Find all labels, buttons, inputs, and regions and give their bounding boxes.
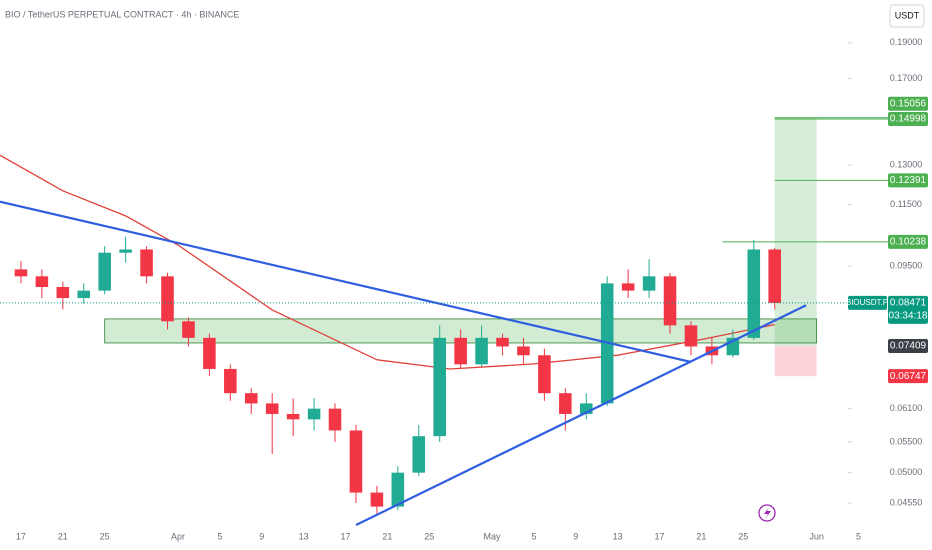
candle-body [517, 346, 530, 356]
x-tick-label: 9 [259, 531, 264, 541]
candle-body [559, 393, 572, 414]
x-tick-label: 17 [655, 531, 665, 541]
candle-body [433, 337, 446, 437]
target-label: 0.12391 [890, 175, 927, 186]
target-badge [888, 96, 928, 111]
y-tick-label: 0.05000 [890, 467, 923, 477]
entry-badge [888, 339, 928, 354]
candle-body [56, 286, 70, 299]
x-tick-label: 17 [16, 531, 26, 541]
currency-label[interactable]: USDT [895, 10, 920, 20]
target-label: 0.15056 [890, 98, 927, 109]
x-tick-label: 13 [613, 531, 623, 541]
x-tick-label: Apr [171, 531, 185, 541]
x-tick-label: 21 [696, 531, 706, 541]
y-tick-label: 0.11500 [890, 199, 922, 209]
chart-title: BIO / TetherUS PERPETUAL CONTRACT · 4h ·… [5, 9, 239, 19]
candle-body [98, 252, 111, 291]
x-tick-label: 17 [340, 531, 350, 541]
y-tick-label: 0.06100 [890, 403, 923, 413]
loss-box [774, 346, 817, 377]
candle-body [684, 325, 698, 347]
x-tick-label: 5 [217, 531, 222, 541]
candle-body [140, 249, 153, 277]
candle-body [579, 403, 593, 414]
candle-body [768, 249, 781, 303]
x-tick-label: 25 [424, 531, 434, 541]
candle-body [328, 408, 342, 431]
moving-average [0, 154, 775, 370]
candle-body [663, 276, 677, 326]
stop-badge [888, 369, 928, 384]
candle-body [747, 249, 761, 338]
candle-body [244, 393, 258, 404]
x-tick-label: Jun [809, 531, 824, 541]
y-tick-label: 0.05500 [890, 436, 923, 446]
trendline [0, 200, 692, 364]
candle-body [14, 269, 28, 277]
candle-body [119, 249, 132, 253]
candle-body [621, 283, 635, 291]
x-tick-label: 25 [738, 531, 748, 541]
target-label: 0.14998 [890, 114, 927, 125]
candle-body [391, 472, 405, 507]
alert-icon[interactable] [758, 504, 776, 522]
x-tick-label: 5 [531, 531, 536, 541]
candle-body [538, 355, 551, 394]
candle-body [454, 337, 467, 365]
candle-body [496, 337, 509, 347]
currency-button[interactable] [889, 4, 925, 28]
target-badge [888, 173, 928, 188]
x-tick-label: 21 [58, 531, 68, 541]
trendline [355, 304, 807, 526]
y-tick-label: 0.13000 [890, 159, 923, 169]
entry-label: 0.07409 [890, 341, 927, 352]
candle-body [35, 276, 49, 287]
x-tick-label: 5 [856, 531, 861, 541]
candle-body [286, 413, 300, 420]
x-tick-label: May [484, 531, 502, 541]
profit-box [774, 117, 817, 347]
countdown-label: 03:34:18 [889, 311, 928, 322]
x-tick-label: 13 [299, 531, 309, 541]
candle-body [412, 436, 426, 473]
last-price-badge [888, 295, 928, 324]
candle-body [370, 492, 384, 507]
y-tick-label: 0.04550 [890, 497, 923, 507]
x-tick-label: 9 [573, 531, 578, 541]
candle-body [265, 403, 279, 414]
stop-label: 0.06747 [890, 371, 927, 382]
target-badge [888, 234, 928, 249]
x-tick-label: 25 [100, 531, 110, 541]
candle-body [475, 337, 488, 365]
y-tick-label: 0.09500 [890, 260, 923, 270]
y-tick-label: 0.17000 [890, 73, 923, 83]
candle-body [203, 337, 216, 369]
candle-body [182, 321, 195, 338]
target-label: 0.10238 [890, 237, 927, 248]
candle-body [224, 368, 237, 394]
candle-body [349, 430, 363, 493]
candle-body [642, 276, 656, 291]
y-tick-label: 0.19000 [890, 37, 923, 47]
symbol-label: BIOUSDT.P [846, 298, 888, 307]
candle-body [161, 276, 174, 322]
target-badge [888, 111, 928, 126]
last-price-label: 0.08471 [890, 298, 927, 309]
symbol-badge [848, 295, 887, 310]
candle-body [307, 408, 321, 420]
candle-body [77, 290, 91, 299]
x-tick-label: 21 [382, 531, 392, 541]
